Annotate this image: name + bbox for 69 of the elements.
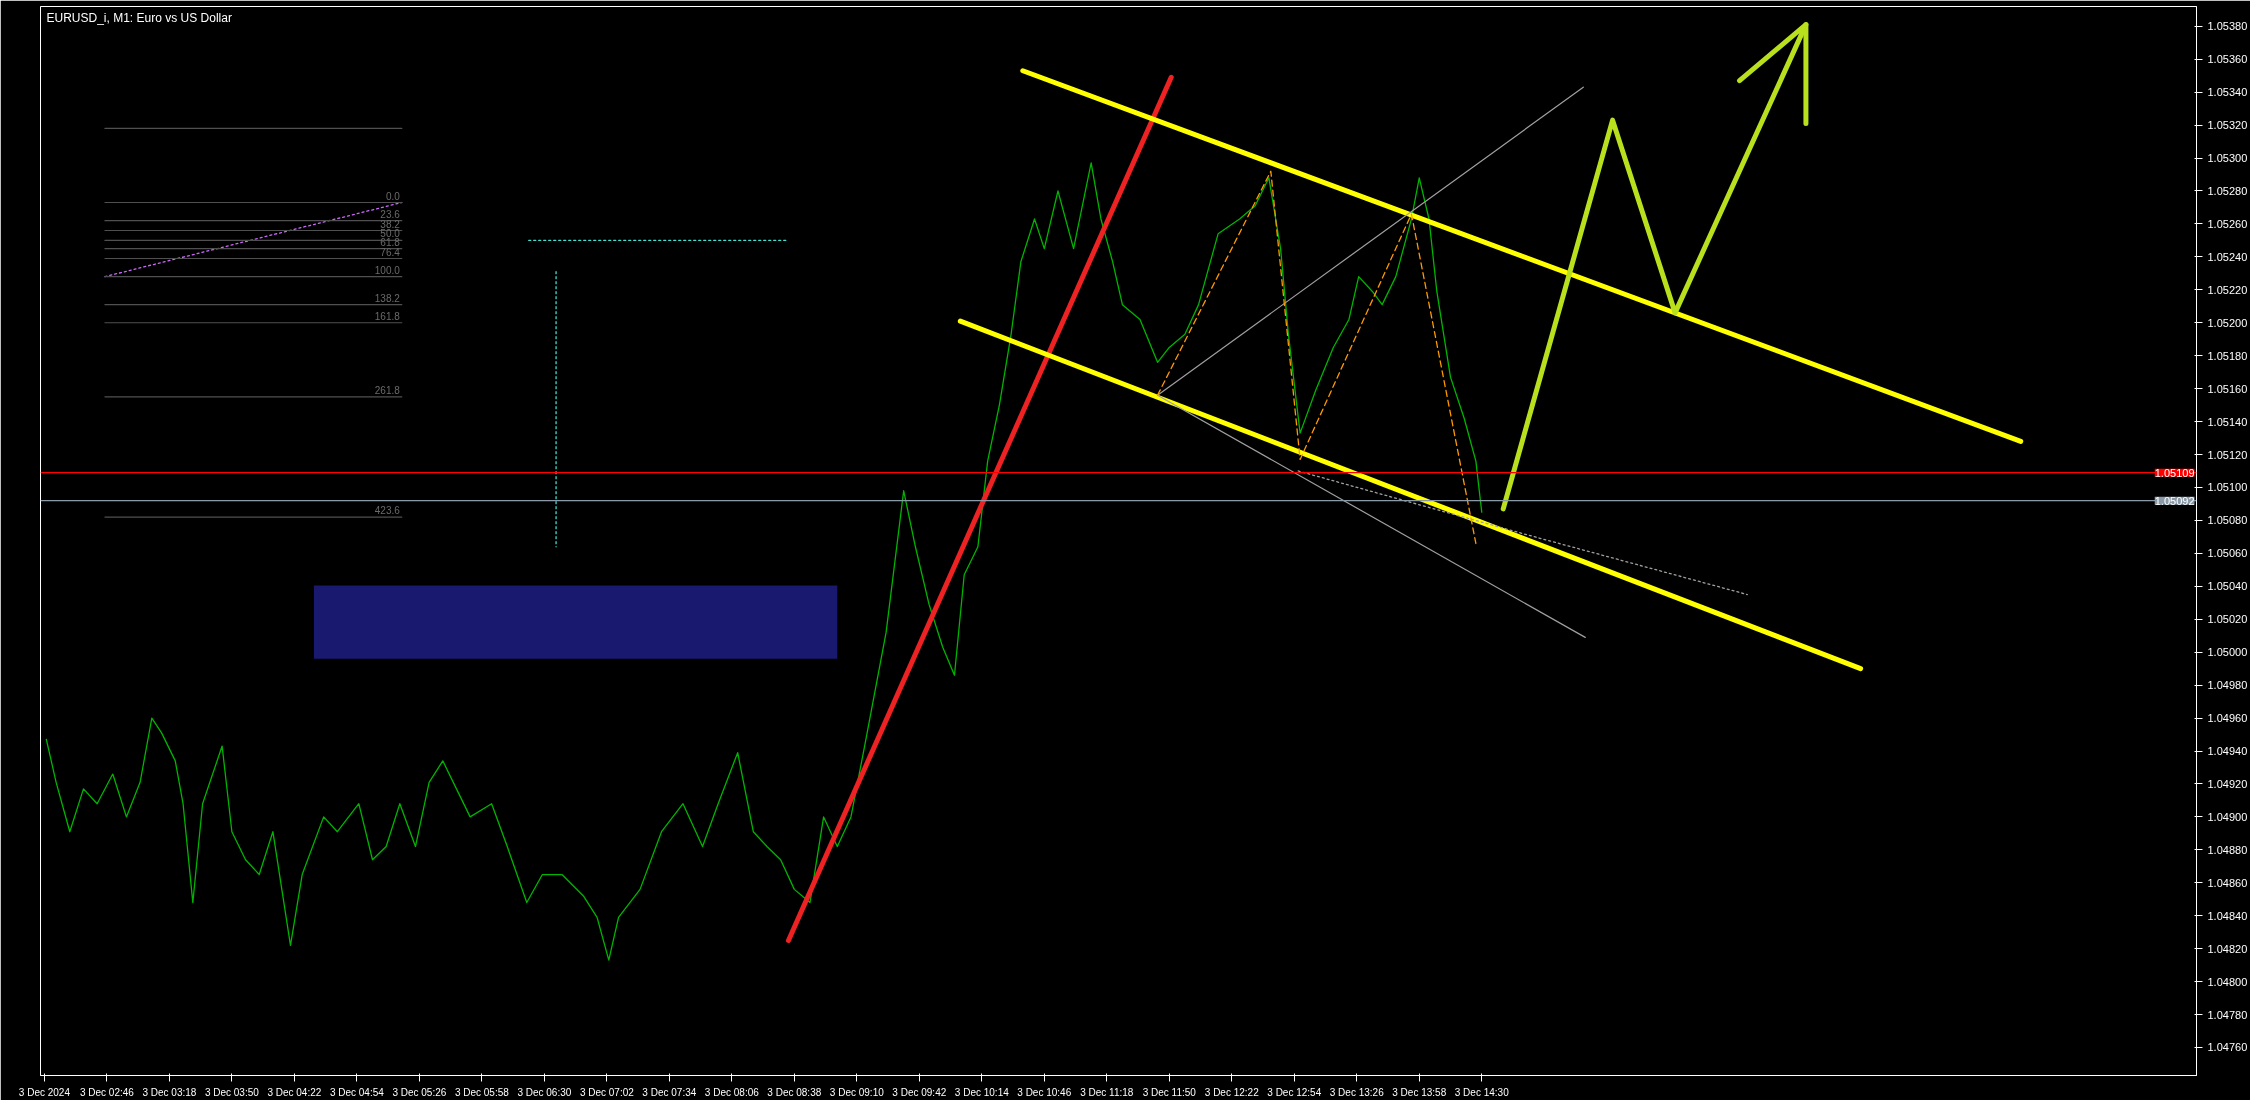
- annotation: 138.2: [374, 292, 401, 304]
- y-tick-label: 1.04880: [2207, 843, 2248, 856]
- y-tick-label: 1.05300: [2207, 152, 2248, 165]
- x-tick-label: 3 Dec 08:06: [704, 1086, 760, 1098]
- y-tick-label: 1.04860: [2207, 876, 2248, 889]
- x-tick-label: 3 Dec 06:30: [517, 1086, 572, 1098]
- y-tick-label: 1.05120: [2207, 448, 2248, 461]
- x-tick-label: 3 Dec 07:34: [642, 1086, 697, 1098]
- y-tick-label: 1.04760: [2207, 1041, 2248, 1054]
- x-tick-label: 3 Dec 11:18: [1080, 1086, 1134, 1098]
- y-tick-label: 1.05380: [2207, 20, 2248, 33]
- x-tick-label: 3 Dec 09:42: [892, 1086, 947, 1098]
- ref-line-label: 1.05109: [2154, 466, 2195, 479]
- x-tick-label: 3 Dec 03:18: [142, 1086, 197, 1098]
- y-tick-label: 1.04840: [2207, 909, 2248, 922]
- x-tick-label: 3 Dec 10:46: [1017, 1086, 1072, 1098]
- x-tick-label: 3 Dec 09:10: [829, 1086, 885, 1098]
- y-tick-label: 1.04960: [2207, 712, 2248, 725]
- annotation: 161.8: [374, 310, 401, 322]
- x-tick-label: 3 Dec 07:02: [579, 1086, 635, 1098]
- y-tick-label: 1.04920: [2207, 777, 2248, 790]
- y-tick-label: 1.05140: [2207, 415, 2248, 428]
- y-tick-label: 1.05320: [2207, 119, 2248, 132]
- y-tick-label: 1.05020: [2207, 613, 2248, 626]
- x-tick-label: 3 Dec 2024: [18, 1086, 71, 1098]
- x-tick-label: 3 Dec 04:54: [329, 1086, 385, 1098]
- x-tick-label: 3 Dec 12:22: [1204, 1086, 1260, 1098]
- x-tick-label: 3 Dec 02:46: [79, 1086, 135, 1098]
- y-tick-label: 1.05080: [2207, 514, 2248, 527]
- annotation: 0.0: [385, 190, 401, 202]
- y-tick-label: 1.05340: [2207, 86, 2248, 99]
- y-tick-label: 1.05100: [2207, 481, 2248, 494]
- y-tick-label: 1.05200: [2207, 316, 2248, 329]
- x-tick-label: 3 Dec 04:22: [267, 1086, 322, 1098]
- annotation: 423.6: [374, 505, 401, 517]
- chart-title: EURUSD_i, M1: Euro vs US Dollar: [46, 10, 232, 25]
- y-tick-label: 1.05040: [2207, 580, 2248, 593]
- y-tick-label: 1.05060: [2207, 547, 2248, 560]
- y-tick-label: 1.05000: [2207, 646, 2248, 659]
- annotation: 76.4: [380, 246, 401, 258]
- y-tick-label: 1.04940: [2207, 745, 2248, 758]
- y-tick-label: 1.04800: [2207, 975, 2248, 988]
- x-tick-label: 3 Dec 12:54: [1267, 1086, 1322, 1098]
- annotation: 50.0: [380, 228, 401, 240]
- y-tick-label: 1.05360: [2207, 53, 2248, 66]
- x-tick-label: 3 Dec 10:14: [954, 1086, 1010, 1098]
- y-tick-label: 1.05180: [2207, 349, 2248, 362]
- annotation: 100.0: [374, 264, 401, 276]
- x-tick-label: 3 Dec 05:58: [454, 1086, 510, 1098]
- y-tick-label: 1.04980: [2207, 679, 2248, 692]
- x-tick-label: 3 Dec 11:50: [1142, 1086, 1197, 1098]
- x-tick-label: 3 Dec 13:26: [1329, 1086, 1385, 1098]
- y-tick-label: 1.04900: [2207, 810, 2248, 823]
- annotation: 261.8: [374, 384, 401, 396]
- annotation: 23.6: [380, 208, 401, 220]
- y-tick-label: 1.05280: [2207, 184, 2248, 197]
- x-tick-label: 3 Dec 05:26: [392, 1086, 447, 1098]
- y-tick-label: 1.05220: [2207, 283, 2248, 296]
- x-tick-label: 3 Dec 08:38: [767, 1086, 822, 1098]
- x-tick-label: 3 Dec 13:58: [1392, 1086, 1447, 1098]
- ref-line-label: 1.05092: [2154, 494, 2195, 507]
- y-tick-label: 1.05260: [2207, 217, 2248, 230]
- annotation: 38.2: [380, 218, 401, 230]
- y-tick-label: 1.05160: [2207, 382, 2248, 395]
- x-tick-label: 3 Dec 14:30: [1454, 1086, 1510, 1098]
- x-tick-label: 3 Dec 03:50: [204, 1086, 260, 1098]
- y-tick-label: 1.04780: [2207, 1008, 2248, 1021]
- y-tick-label: 1.05240: [2207, 250, 2248, 263]
- y-tick-label: 1.04820: [2207, 942, 2248, 955]
